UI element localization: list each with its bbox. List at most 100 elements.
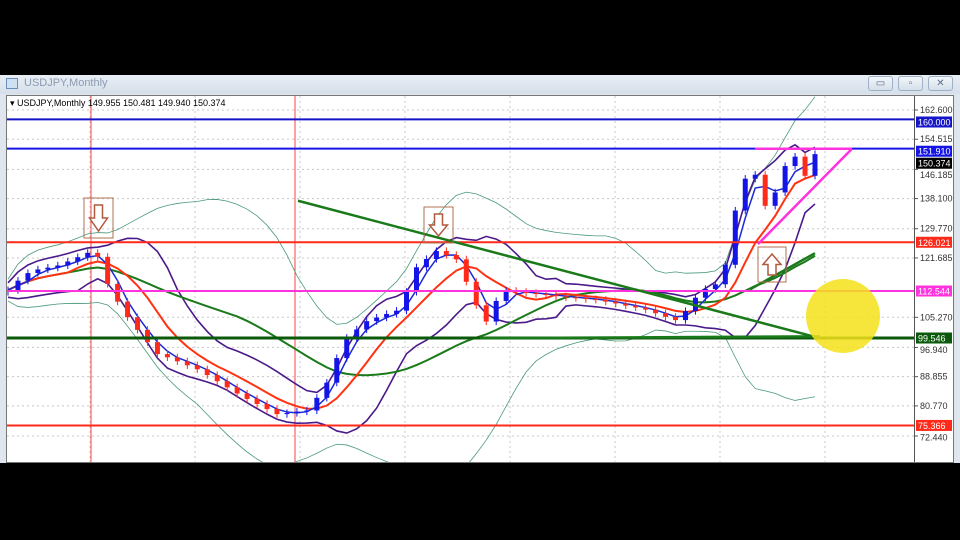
candle bbox=[593, 295, 599, 304]
moving-average-fast bbox=[7, 161, 816, 414]
candle-body bbox=[374, 317, 380, 322]
current-price-label: 150.374 bbox=[918, 159, 951, 169]
chart-plot-area[interactable] bbox=[6, 95, 954, 463]
candle-body bbox=[75, 257, 81, 262]
price-axis-label: 138.100 bbox=[920, 194, 953, 204]
arrow-box bbox=[83, 197, 114, 239]
candle bbox=[45, 264, 51, 274]
candle-body bbox=[523, 291, 529, 293]
candle-body bbox=[344, 337, 350, 359]
candle-body bbox=[244, 393, 250, 399]
candle-body bbox=[653, 309, 659, 314]
candle-body bbox=[184, 361, 190, 366]
candle-body bbox=[503, 290, 509, 301]
restore-button[interactable]: ▫ bbox=[898, 76, 923, 91]
candle-body bbox=[144, 329, 150, 343]
price-level-tag bbox=[916, 332, 952, 344]
candle-body bbox=[563, 296, 569, 298]
down-arrow-icon bbox=[83, 197, 114, 239]
ohlc-values: 149.955 150.481 149.940 150.374 bbox=[87, 98, 226, 108]
price-axis-label: 72.440 bbox=[920, 432, 948, 442]
candle-body bbox=[334, 358, 340, 383]
candle-body bbox=[274, 409, 280, 415]
candle-body bbox=[25, 273, 31, 281]
candle-body bbox=[623, 303, 629, 306]
candle bbox=[673, 313, 679, 324]
up-arrow-icon bbox=[757, 246, 787, 283]
candle-body bbox=[433, 251, 439, 259]
candle bbox=[234, 383, 240, 398]
minimize-button[interactable]: ▭ bbox=[868, 76, 893, 91]
candle-body bbox=[772, 192, 778, 206]
close-button[interactable]: ✕ bbox=[928, 76, 953, 91]
bollinger-lower-band bbox=[7, 300, 816, 462]
chart-window-icon bbox=[6, 78, 18, 89]
candle-body bbox=[573, 297, 579, 299]
candle bbox=[274, 405, 280, 418]
candle-body bbox=[603, 299, 609, 302]
candle-body bbox=[583, 298, 589, 300]
candle-body bbox=[553, 294, 559, 297]
candle-body bbox=[324, 382, 330, 398]
candle-body bbox=[443, 251, 449, 256]
candle bbox=[752, 171, 758, 183]
price-level-label: 112.544 bbox=[918, 287, 950, 297]
candle-body bbox=[404, 291, 410, 311]
candle bbox=[334, 354, 340, 387]
candle-body bbox=[663, 313, 669, 317]
candle-body bbox=[682, 311, 688, 321]
candle bbox=[404, 288, 410, 315]
candle-body bbox=[154, 342, 160, 355]
price-axis-label: 154.515 bbox=[920, 134, 953, 144]
candle-body bbox=[284, 413, 290, 415]
candle bbox=[164, 350, 170, 361]
candle bbox=[423, 255, 429, 271]
price-level-tag bbox=[916, 285, 952, 297]
candle-body bbox=[65, 261, 71, 266]
candle-body bbox=[543, 294, 549, 296]
candle bbox=[105, 253, 111, 288]
price-level-label: 75.366 bbox=[918, 421, 946, 431]
candle bbox=[374, 313, 380, 325]
candle-body bbox=[55, 265, 61, 268]
candle bbox=[603, 296, 609, 306]
candle-body bbox=[264, 403, 270, 410]
candle-body bbox=[593, 299, 599, 301]
candle-body bbox=[413, 267, 419, 292]
price-axis-label: 80.770 bbox=[920, 401, 948, 411]
arrow-box bbox=[757, 246, 787, 283]
candle-body bbox=[722, 264, 728, 285]
price-axis-label: 96.940 bbox=[920, 345, 948, 355]
candle bbox=[772, 188, 778, 210]
candle-body bbox=[174, 357, 180, 362]
candle-body bbox=[732, 210, 738, 265]
candle bbox=[35, 265, 41, 277]
candle bbox=[324, 379, 330, 402]
candle-body bbox=[224, 381, 230, 388]
candle-body bbox=[125, 301, 131, 318]
candle-body bbox=[214, 375, 220, 382]
candle bbox=[264, 400, 270, 413]
candle bbox=[55, 261, 61, 272]
candle-body bbox=[702, 288, 708, 298]
candle bbox=[284, 409, 290, 418]
candle-body bbox=[493, 300, 499, 322]
candle bbox=[384, 310, 390, 322]
candle bbox=[304, 406, 310, 416]
candle-body bbox=[802, 156, 808, 176]
trendline bbox=[297, 199, 821, 340]
yellow-highlight-circle bbox=[806, 279, 880, 353]
candle-body bbox=[394, 310, 400, 314]
price-level-label: 99.546 bbox=[918, 334, 946, 344]
candle bbox=[194, 361, 200, 373]
candle bbox=[214, 371, 220, 385]
candle bbox=[613, 298, 619, 308]
price-axis-label: 88.855 bbox=[920, 372, 948, 382]
price-axis-label: 105.270 bbox=[920, 312, 953, 322]
candle bbox=[144, 326, 150, 346]
candle bbox=[473, 278, 479, 309]
candle bbox=[314, 394, 320, 415]
candle bbox=[463, 255, 469, 286]
candle-body bbox=[782, 166, 788, 193]
